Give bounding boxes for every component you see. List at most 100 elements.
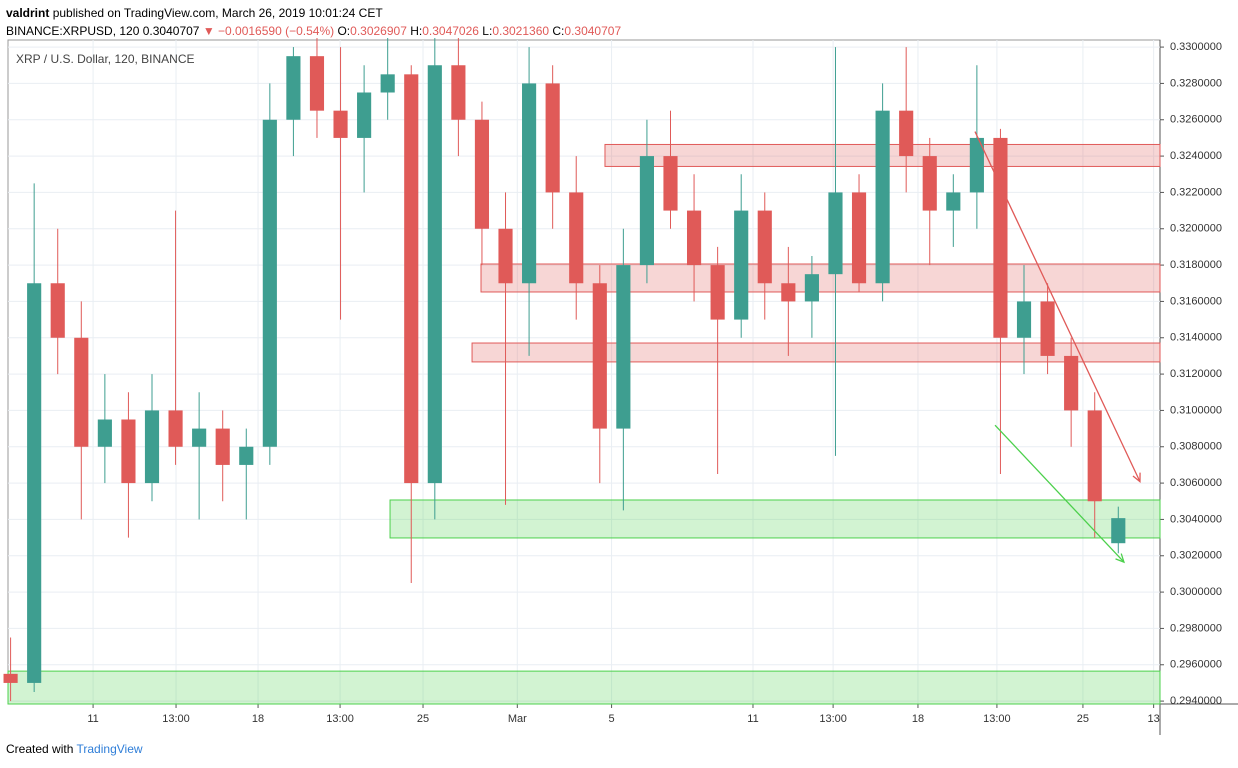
y-tick-label: 0.3140000 xyxy=(1170,332,1222,344)
x-tick-label: 11 xyxy=(747,713,758,725)
candle-body xyxy=(875,110,890,284)
o: 0.3026907 xyxy=(350,24,407,38)
candle-body xyxy=(1087,410,1102,502)
candle-body xyxy=(1040,301,1055,356)
zone xyxy=(389,499,1161,539)
zone xyxy=(471,342,1161,363)
y-tick-label: 0.3000000 xyxy=(1170,586,1222,598)
symbol: BINANCE:XRPUSD, 120 xyxy=(6,24,140,38)
created: Created with xyxy=(6,742,74,756)
x-tick-label: 13:00 xyxy=(326,713,354,725)
candle-body xyxy=(404,74,419,484)
candle-body xyxy=(851,192,867,284)
y-tick-label: 0.3040000 xyxy=(1170,513,1222,525)
chart: XRP / U.S. Dollar, 120, BINANCE 0.294000… xyxy=(3,38,1238,735)
candle-body xyxy=(27,283,42,683)
x-tick-label: 13 xyxy=(1148,713,1160,725)
candle-body xyxy=(286,56,301,120)
change: ▼ −0.0016590 (−0.54%) xyxy=(202,24,335,38)
candle-body xyxy=(3,673,18,683)
arrow-head xyxy=(1115,553,1125,564)
candle-body xyxy=(946,192,961,211)
y-tick-label: 0.3160000 xyxy=(1170,295,1222,307)
last: 0.3040707 xyxy=(142,24,200,38)
candle-body xyxy=(757,210,772,284)
candle-body xyxy=(569,192,584,284)
y-tick-label: 0.3020000 xyxy=(1170,550,1222,562)
candle-body xyxy=(828,192,843,275)
x-tick-label: 13:00 xyxy=(819,713,847,725)
candle-body xyxy=(710,265,725,320)
x-tick-label: Mar xyxy=(508,713,527,725)
y-tick-label: 0.3100000 xyxy=(1170,404,1222,416)
candle-body xyxy=(97,419,112,447)
y-tick-label: 0.3120000 xyxy=(1170,368,1222,380)
x-tick-label: 18 xyxy=(252,713,264,725)
candle-body xyxy=(969,137,984,193)
x-tick-label: 5 xyxy=(609,713,615,725)
candle-body xyxy=(1064,355,1079,411)
candle-body xyxy=(427,65,442,484)
y-tick-label: 0.2940000 xyxy=(1170,695,1222,707)
candle-body xyxy=(333,110,348,138)
candle-body xyxy=(215,428,230,465)
candle-body xyxy=(899,110,914,157)
header: valdrint published on TradingView.com, M… xyxy=(6,4,621,40)
published: published on TradingView.com, March 26, … xyxy=(52,6,383,20)
candle-body xyxy=(309,56,325,111)
l: 0.3021360 xyxy=(492,24,550,38)
c-label: C: xyxy=(552,24,565,38)
x-tick-label: 13:00 xyxy=(983,713,1011,725)
candle-body xyxy=(804,274,819,302)
y-tick-label: 0.3060000 xyxy=(1170,477,1222,489)
h-label: H: xyxy=(410,24,423,38)
y-tick-label: 0.3260000 xyxy=(1170,114,1222,126)
author: valdrint xyxy=(6,6,50,20)
candle-body xyxy=(1016,301,1032,338)
candle-body xyxy=(545,83,560,193)
candle-body xyxy=(380,74,395,93)
candle-body xyxy=(50,283,65,338)
y-tick-label: 0.3240000 xyxy=(1170,150,1222,162)
candle-body xyxy=(639,156,654,266)
candle-body xyxy=(592,283,607,429)
brand: TradingView xyxy=(76,742,143,756)
x-tick-label: 13:00 xyxy=(162,713,190,725)
trend-arrow xyxy=(974,131,1141,482)
header-line-1: valdrint published on TradingView.com, M… xyxy=(6,4,621,22)
candle-body xyxy=(686,210,702,266)
trend-arrow xyxy=(994,424,1125,563)
candle-body xyxy=(262,119,277,447)
candle-body xyxy=(74,337,89,447)
y-tick-label: 0.3300000 xyxy=(1170,41,1222,53)
candle-body xyxy=(474,119,490,229)
y-tick-label: 0.2980000 xyxy=(1170,622,1222,634)
candle-body xyxy=(781,283,796,302)
y-tick-label: 0.3080000 xyxy=(1170,441,1222,453)
candle-body xyxy=(922,156,937,211)
y-tick-label: 0.2960000 xyxy=(1170,659,1222,671)
y-tick-label: 0.3280000 xyxy=(1170,77,1222,89)
y-tick-label: 0.3180000 xyxy=(1170,259,1222,271)
x-tick-label: 25 xyxy=(1077,713,1089,725)
candle-body xyxy=(734,210,749,320)
candle-body xyxy=(993,137,1008,338)
candle-body xyxy=(616,265,631,429)
o-label: O: xyxy=(337,24,351,38)
l-label: L: xyxy=(482,24,493,38)
candle-body xyxy=(498,228,513,284)
c: 0.3040707 xyxy=(564,24,622,38)
candle-body xyxy=(451,65,466,120)
plot-frame xyxy=(7,39,1161,705)
candle-body xyxy=(144,410,160,484)
candle-body xyxy=(168,410,183,447)
candle-body xyxy=(357,92,372,138)
footer: Created with TradingView xyxy=(6,742,143,756)
x-tick-label: 25 xyxy=(417,713,429,725)
x-tick-label: 11 xyxy=(87,713,98,725)
chart-title: XRP / U.S. Dollar, 120, BINANCE xyxy=(16,52,195,66)
candle-body xyxy=(522,83,537,284)
x-tick-label: 18 xyxy=(912,713,924,725)
header-line-2: BINANCE:XRPUSD, 120 0.3040707 ▼ −0.00165… xyxy=(6,22,621,40)
